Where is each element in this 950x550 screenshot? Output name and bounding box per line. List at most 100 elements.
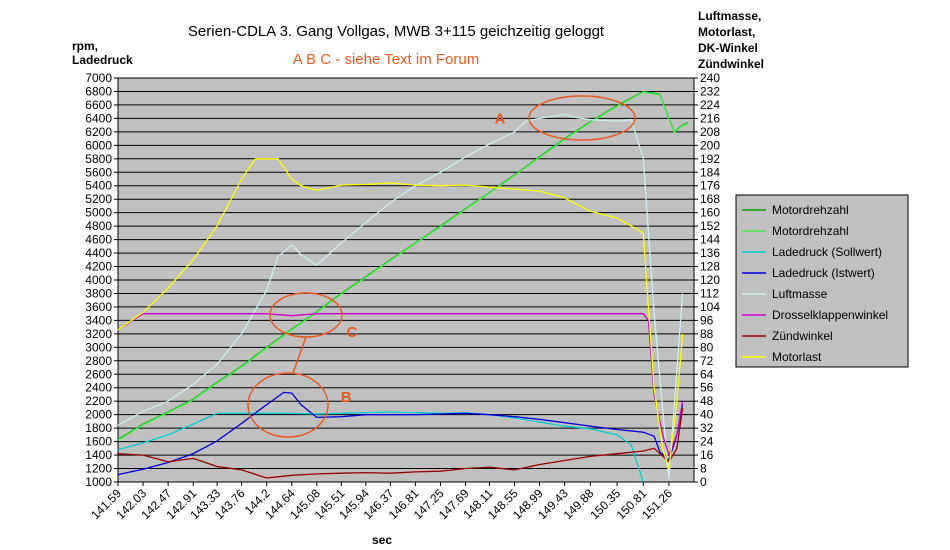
- legend-box: [735, 194, 909, 368]
- y-right-tick-label: 96: [700, 313, 714, 327]
- legend-entry: Drosselklappenwinkel: [772, 308, 888, 322]
- y-right-tick-label: 24: [700, 435, 714, 449]
- legend-entry: Ladedruck (Istwert): [772, 266, 875, 280]
- y-right-label-line-2: Motorlast,: [698, 25, 755, 39]
- gridlines: [118, 90, 694, 470]
- y-right-tick-label: 208: [700, 125, 720, 139]
- y-left-tick-label: 2800: [85, 354, 112, 368]
- y-right-tick-label: 48: [700, 394, 714, 408]
- series-line-ladedruck-istwert--3: [117, 391, 684, 476]
- y-left-tick-label: 3000: [85, 340, 112, 354]
- y-right-tick-label: 240: [700, 71, 720, 85]
- legend-entry: Ladedruck (Sollwert): [772, 245, 882, 259]
- y-left-tick-label: 4000: [85, 273, 112, 287]
- y-right-tick-label: 16: [700, 448, 714, 462]
- y-left-tick-label: 1000: [85, 475, 112, 489]
- y-right-tick-label: 144: [700, 233, 720, 247]
- chart-title: Serien-CDLA 3. Gang Vollgas, MWB 3+115 g…: [188, 23, 605, 40]
- y-right-tick-label: 160: [700, 206, 720, 220]
- y-left-tick-label: 6600: [85, 98, 112, 112]
- y-left-label-line-2: Ladedruck: [72, 53, 133, 67]
- y-right-tick-label: 216: [700, 111, 720, 125]
- series-line-ladedruck-sollwert--2: [117, 411, 644, 483]
- y-left-tick-label: 1800: [85, 421, 112, 435]
- legend-entry: Motordrehzahl: [772, 224, 849, 238]
- y-left-tick-label: 1400: [85, 448, 112, 462]
- y-right-tick-label: 112: [700, 286, 719, 300]
- y-left-tick-label: 4400: [85, 246, 112, 260]
- y-right-tick-label: 168: [700, 192, 720, 206]
- y-left-tick-label: 3600: [85, 300, 112, 314]
- annotation-shapes: [247, 95, 636, 438]
- y-right-tick-label: 40: [700, 408, 714, 422]
- y-right-tick-label: 128: [700, 260, 720, 274]
- y-left-tick-label: 6400: [85, 111, 112, 125]
- y-left-tick-label: 2000: [85, 408, 112, 422]
- y-right-tick-label: 32: [700, 421, 714, 435]
- y-right-tick-label: 176: [700, 179, 720, 193]
- y-right-tick-label: 72: [700, 354, 714, 368]
- y-left-tick-label: 5200: [85, 192, 112, 206]
- legend-entry: Motorlast: [772, 350, 822, 364]
- y-right-tick-label: 232: [700, 84, 720, 98]
- y-left-tick-label: 6000: [85, 138, 112, 152]
- legend: Motordrehzahl Motordrehzahl Ladedruck (Sol…: [735, 194, 909, 368]
- y-left-tick-label: 2200: [85, 394, 112, 408]
- x-axis-label: sec: [372, 533, 392, 547]
- y-right-tick-label: 8: [700, 462, 707, 476]
- annotation-label-c: C: [346, 324, 357, 341]
- legend-entry: Luftmasse: [772, 287, 828, 301]
- y-left-tick-label: 5400: [85, 179, 112, 193]
- annotation-labels: A B C: [341, 110, 506, 406]
- y-right-tick-label: 0: [700, 475, 707, 489]
- y-left-tick-label: 7000: [85, 71, 112, 85]
- series-lines: [117, 90, 689, 483]
- y-left-tick-label: 5600: [85, 165, 112, 179]
- y-left-tick-label: 4200: [85, 260, 112, 274]
- y-left-tick-label: 5800: [85, 152, 112, 166]
- series-line-motorlast-7: [117, 158, 684, 470]
- y-left-tick-labels: 1000120014001600180020002200240026002800…: [85, 71, 118, 489]
- x-tick-labels: 141.59142.03142.47142.91143.33143.76144.…: [88, 482, 675, 522]
- series-line-z-ndwinkel-6: [117, 407, 684, 479]
- y-left-tick-label: 6200: [85, 125, 112, 139]
- series-line-luftmasse-4: [117, 113, 684, 480]
- y-left-tick-label: 1600: [85, 435, 112, 449]
- y-right-tick-label: 152: [700, 219, 720, 233]
- y-left-tick-label: 3200: [85, 327, 112, 341]
- y-left-tick-label: 3800: [85, 286, 112, 300]
- y-right-tick-labels: 0816243240485664728088961041121201281361…: [694, 71, 720, 489]
- chart-subtitle: A B C - siehe Text im Forum: [293, 51, 479, 68]
- y-right-tick-label: 88: [700, 327, 714, 341]
- legend-entry: Zündwinkel: [772, 329, 833, 343]
- y-left-tick-label: 5000: [85, 206, 112, 220]
- y-right-label-line-3: DK-Winkel: [698, 41, 758, 55]
- y-right-label-line-1: Luftmasse,: [698, 9, 761, 23]
- y-left-tick-label: 2600: [85, 367, 112, 381]
- y-right-label-line-4: Zündwinkel: [698, 57, 764, 71]
- annotation-label-b: B: [341, 389, 352, 406]
- y-right-tick-label: 224: [700, 98, 720, 112]
- y-right-tick-label: 104: [700, 300, 720, 314]
- y-right-tick-label: 64: [700, 367, 714, 381]
- y-left-tick-label: 2400: [85, 381, 112, 395]
- series-line-motordrehzahl-1: [117, 91, 689, 441]
- y-left-label-line-1: rpm,: [72, 39, 98, 53]
- series-line-drosselklappenwinkel-5: [117, 313, 684, 456]
- y-right-tick-label: 192: [700, 152, 720, 166]
- y-left-tick-label: 3400: [85, 313, 112, 327]
- y-right-tick-label: 200: [700, 138, 720, 152]
- y-right-tick-label: 56: [700, 381, 714, 395]
- annotation-ellipse-b: [247, 372, 329, 438]
- y-right-tick-label: 120: [700, 273, 720, 287]
- y-right-tick-label: 184: [700, 165, 720, 179]
- y-left-tick-label: 4600: [85, 233, 112, 247]
- legend-entry: Motordrehzahl: [772, 203, 849, 217]
- annotation-label-a: A: [495, 110, 506, 127]
- y-right-tick-label: 80: [700, 340, 714, 354]
- annotation-ellipse-a: [528, 95, 636, 141]
- y-left-tick-label: 1200: [85, 462, 112, 476]
- y-left-tick-label: 6800: [85, 84, 112, 98]
- y-left-tick-label: 4800: [85, 219, 112, 233]
